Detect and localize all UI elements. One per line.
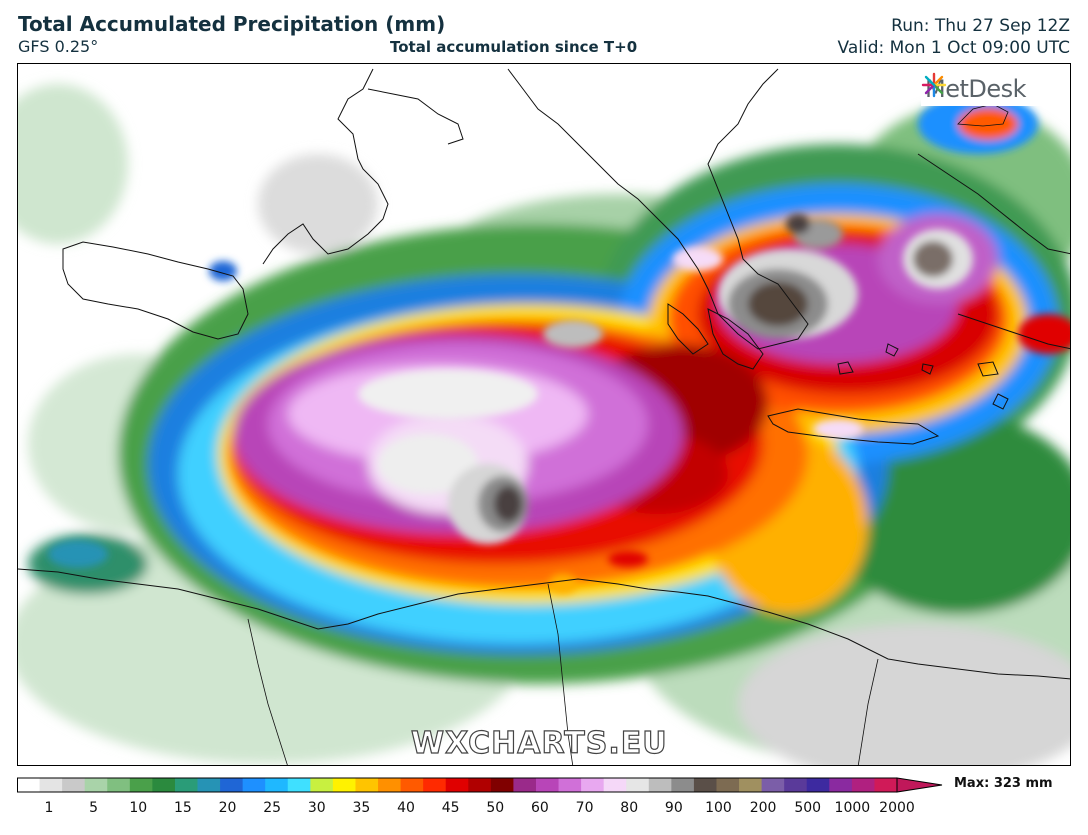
colorbar-extend-arrow: [896, 777, 943, 793]
colorbar-segment: [332, 778, 356, 792]
colorbar-segment: [761, 778, 785, 792]
colorbar-tick-label: 40: [397, 800, 415, 816]
colorbar-segment: [468, 778, 492, 792]
colorbar-tick-label: 5: [89, 800, 99, 816]
colorbar-tick-label: 90: [664, 800, 683, 816]
colorbar-segment: [784, 778, 808, 792]
colorbar-tick-label: 70: [575, 800, 594, 816]
colorbar-segment: [174, 778, 199, 792]
colorbar-segment: [423, 778, 447, 792]
colorbar-segment: [603, 778, 627, 792]
colorbar-segment: [671, 778, 695, 792]
precip-field: [18, 84, 1070, 765]
colorbar-segment: [739, 778, 763, 792]
colorbar-tick-label: 25: [263, 800, 282, 816]
colorbar-segment: [626, 778, 650, 792]
run-time: Run: Thu 27 Sep 12Z: [891, 16, 1070, 36]
colorbar-segment: [490, 778, 514, 792]
colorbar-segment: [84, 778, 108, 792]
precipitation-map: MetDesk WXCHARTS.EU: [17, 63, 1071, 766]
chart-title: Total Accumulated Precipitation (mm): [18, 12, 446, 36]
colorbar-segment: [62, 778, 86, 792]
colorbar-ticks: 1 5 10 15 20 25 30 35 40 45 50 60 70 80 90 100 200 500 100…: [17, 800, 947, 820]
colorbar-tick-label: 20: [218, 800, 237, 816]
colorbar-tick-label: 30: [307, 800, 326, 816]
colorbar-outline: [17, 777, 898, 793]
colorbar: [17, 776, 947, 794]
colorbar-segment: [558, 778, 582, 792]
colorbar-segment: [693, 778, 717, 792]
colorbar-svg: [17, 777, 943, 793]
colorbar-tick-label: 2000: [879, 800, 915, 816]
coastlines: [18, 68, 1070, 765]
colorbar-segment: [445, 778, 469, 792]
colorbar-tick-label: 200: [749, 800, 777, 816]
colorbar-tick-label: 50: [486, 800, 505, 816]
colorbar-segment: [107, 778, 131, 792]
colorbar-segment: [535, 778, 560, 792]
colorbar-segment: [806, 778, 830, 792]
colorbar-segment: [39, 778, 63, 792]
max-label: Max: 323 mm: [954, 776, 1053, 791]
map-canvas: [18, 68, 1070, 765]
colorbar-segment: [378, 778, 402, 792]
colorbar-segment: [17, 778, 41, 792]
colorbar-segment: [129, 778, 153, 792]
colorbar-tick-label: 100: [705, 800, 732, 816]
metdesk-logo: MetDesk: [921, 72, 1057, 106]
colorbar-segment: [851, 778, 875, 792]
colorbar-segment: [829, 778, 853, 792]
colorbar-segment: [197, 778, 221, 792]
colorbar-tick-label: 80: [620, 800, 639, 816]
colorbar-segment: [287, 778, 311, 792]
colorbar-segment: [581, 778, 605, 792]
valid-time: Valid: Mon 1 Oct 09:00 UTC: [837, 38, 1070, 58]
colorbar-segment: [265, 778, 289, 792]
colorbar-segment: [716, 778, 740, 792]
colorbar-tick-label: 15: [173, 800, 192, 816]
watermark: WXCHARTS.EU: [410, 725, 668, 761]
colorbar-segment: [310, 778, 334, 792]
colorbar-segment: [355, 778, 379, 792]
colorbar-segment: [513, 778, 537, 792]
model-label: GFS 0.25°: [18, 37, 99, 56]
colorbar-segment: [242, 778, 266, 792]
colorbar-tick-label: 60: [531, 800, 549, 816]
colorbar-tick-label: 1: [44, 800, 54, 816]
colorbar-tick-label: 45: [441, 800, 460, 816]
colorbar-segment: [220, 778, 244, 792]
colorbar-tick-label: 500: [794, 800, 822, 816]
colorbar-tick-label: 1000: [834, 800, 871, 816]
colorbar-tick-label: 10: [129, 800, 148, 816]
colorbar-tick-label: 35: [352, 800, 371, 816]
colorbar-segment: [400, 778, 424, 792]
colorbar-segment: [152, 778, 176, 792]
colorbar-segment: [874, 778, 898, 792]
chart-subtitle: Total accumulation since T+0: [390, 38, 638, 56]
metdesk-logo-icon: [921, 72, 947, 98]
metdesk-logo-text: MetDesk: [925, 75, 1027, 103]
colorbar-segment: [648, 778, 672, 792]
